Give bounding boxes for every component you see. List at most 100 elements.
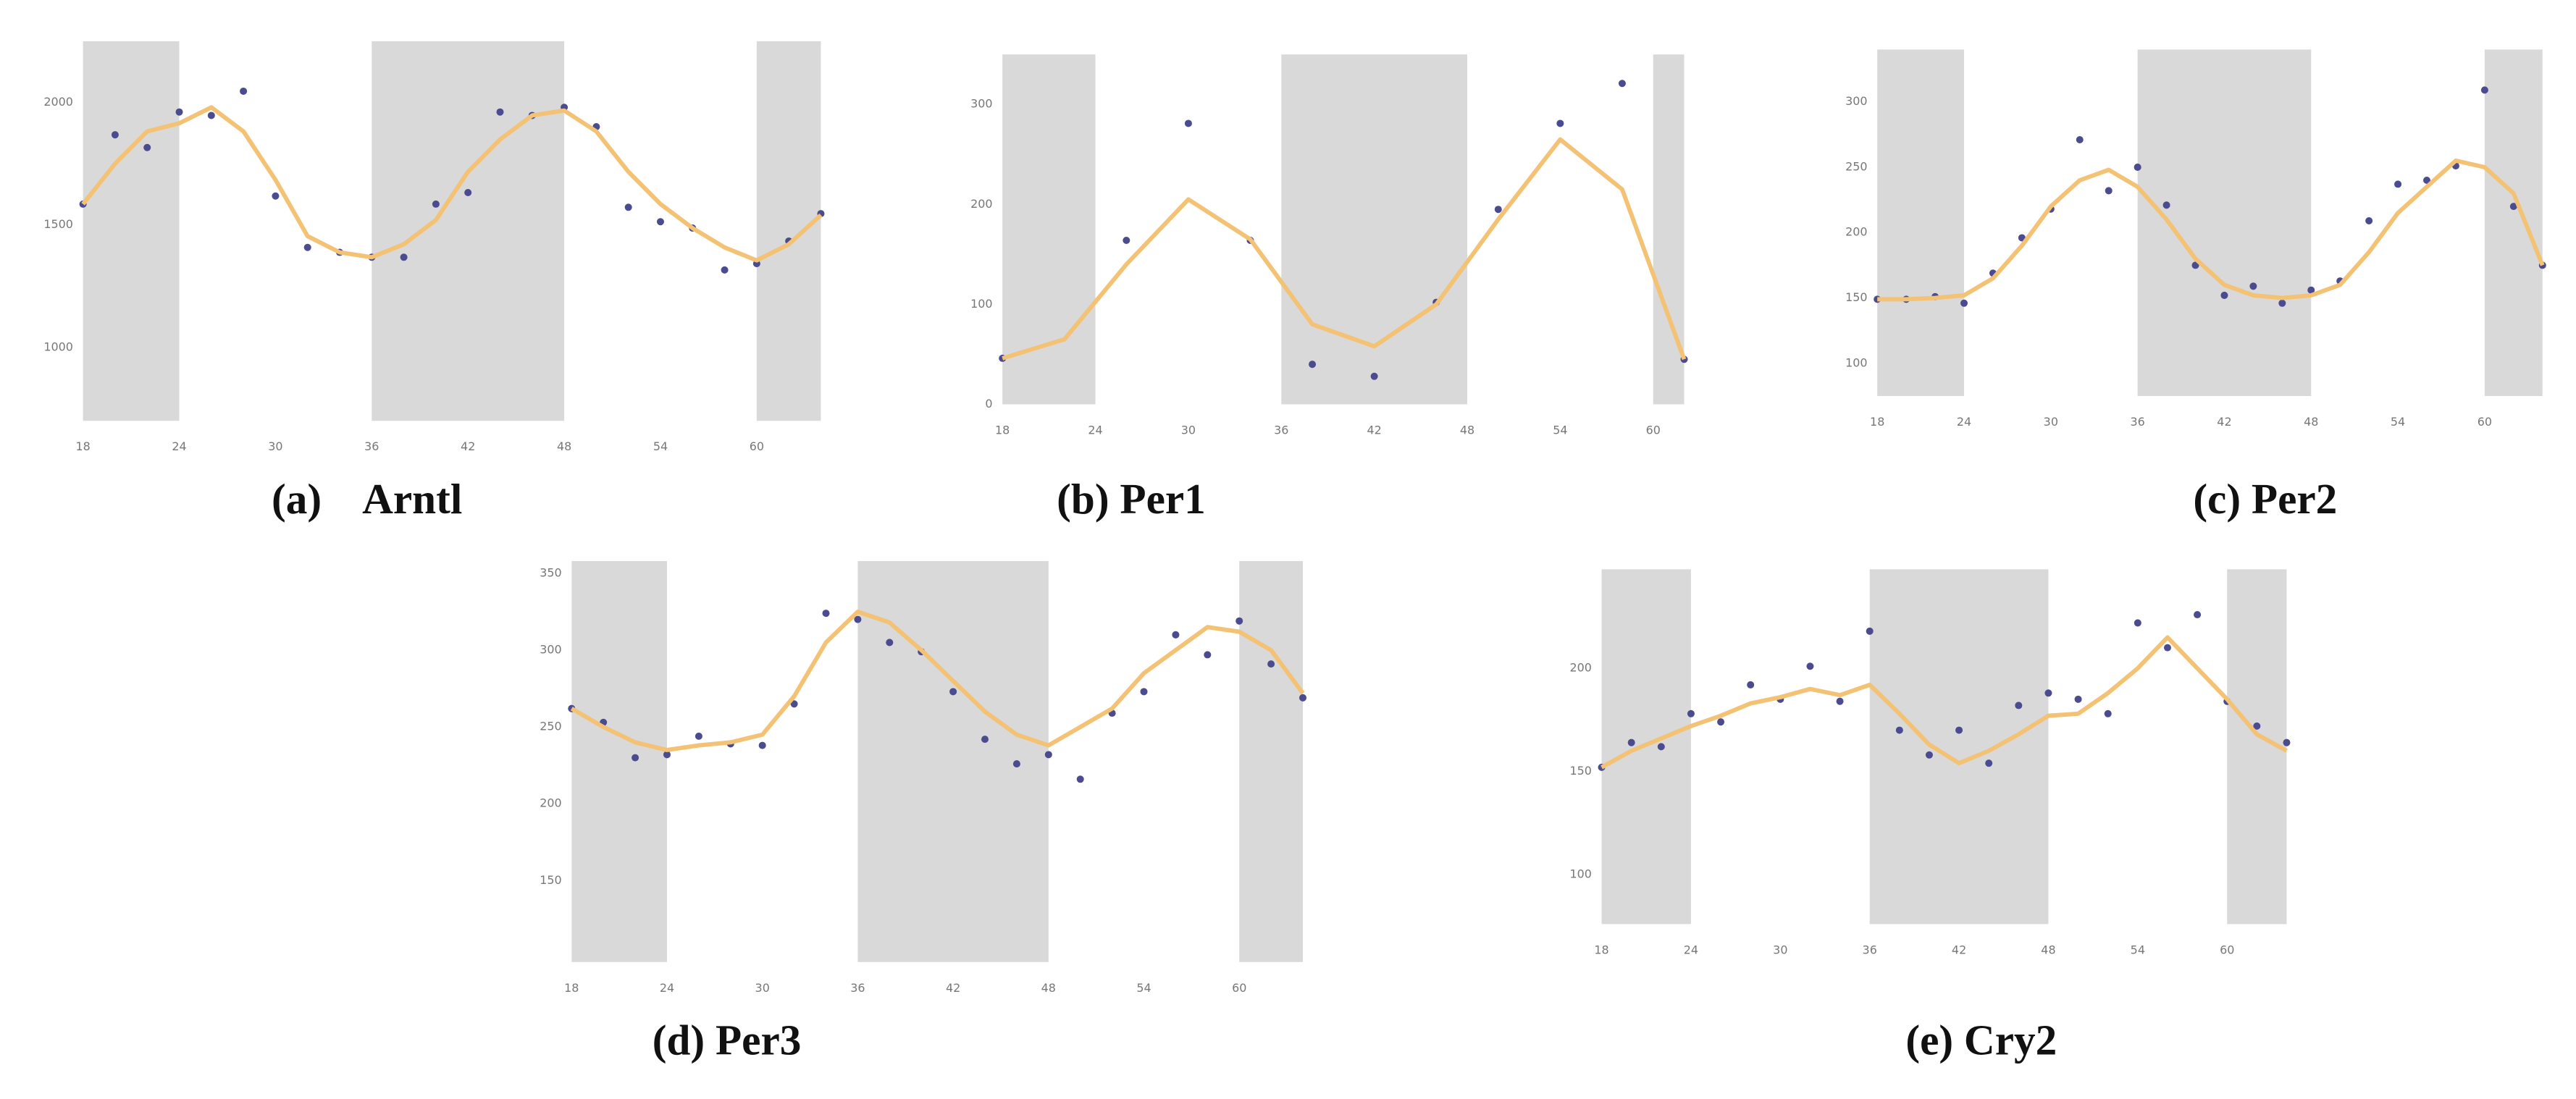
data-point <box>2044 689 2052 697</box>
data-point <box>2283 738 2291 746</box>
x-tick-label: 36 <box>1274 423 1288 437</box>
data-point <box>2220 291 2228 299</box>
dark-period <box>83 41 180 421</box>
data-point <box>1836 697 1844 705</box>
dark-period <box>1281 54 1468 405</box>
data-point <box>2015 702 2023 709</box>
y-tick-label: 200 <box>1845 225 1867 239</box>
x-tick-label: 48 <box>2304 415 2318 429</box>
fit-line <box>570 610 1305 752</box>
y-tick-label: 150 <box>1845 290 1867 304</box>
x-tick-label: 60 <box>750 439 764 453</box>
x-tick-label: 24 <box>172 439 186 453</box>
data-point <box>1184 119 1192 127</box>
data-point <box>1925 751 1933 759</box>
data-point <box>464 188 472 197</box>
data-point <box>695 732 702 740</box>
x-tick-label: 48 <box>1041 981 1056 995</box>
data-point <box>758 741 766 749</box>
data-point <box>949 688 957 696</box>
data-point <box>1985 759 1993 767</box>
data-point <box>2105 187 2113 195</box>
data-point <box>1267 660 1275 668</box>
data-point <box>1747 681 1755 689</box>
fit-line <box>1877 158 2545 302</box>
x-tick-label: 18 <box>1870 415 1884 429</box>
x-tick-label: 60 <box>1232 981 1246 995</box>
x-tick-label: 30 <box>268 439 282 453</box>
data-point <box>2249 282 2257 290</box>
data-point <box>207 111 215 119</box>
y-tick-label: 350 <box>540 565 561 579</box>
data-point <box>632 754 639 762</box>
x-tick-label: 24 <box>1957 415 1971 429</box>
dark-period <box>1877 49 1965 397</box>
data-point <box>2162 201 2170 209</box>
data-point <box>2191 261 2199 269</box>
data-point <box>2076 135 2084 144</box>
y-tick-label: 250 <box>1845 159 1867 173</box>
x-tick-label: 42 <box>2217 415 2231 429</box>
data-point <box>2365 216 2373 225</box>
data-point <box>2194 611 2202 619</box>
data-point <box>1076 775 1084 783</box>
data-point <box>2394 180 2402 188</box>
data-point <box>1955 726 1963 734</box>
data-point <box>1204 651 1212 659</box>
data-point <box>1172 631 1180 639</box>
data-point <box>1140 688 1148 696</box>
data-point <box>143 143 151 151</box>
x-tick-label: 60 <box>1646 423 1661 437</box>
y-tick-label: 250 <box>540 720 561 733</box>
panel-title: (c) Per2 <box>2193 475 2337 523</box>
data-point <box>1044 751 1052 759</box>
y-tick-label: 200 <box>970 197 992 211</box>
data-point <box>721 266 729 274</box>
data-point <box>1012 760 1020 768</box>
data-point <box>1866 627 1874 635</box>
data-point <box>981 736 989 744</box>
data-point <box>2253 722 2261 730</box>
x-tick-label: 54 <box>2131 943 2145 956</box>
data-point <box>1895 726 1903 734</box>
data-point <box>1494 206 1502 214</box>
x-tick-label: 36 <box>1863 943 1877 956</box>
panel-title: (d) Per3 <box>653 1016 802 1064</box>
data-point <box>2480 86 2488 94</box>
x-tick-label: 48 <box>1460 423 1474 437</box>
y-tick-label: 100 <box>970 297 992 311</box>
panel-title: (e) Cry2 <box>1905 1016 2057 1064</box>
data-point <box>1309 361 1317 369</box>
y-tick-label: 150 <box>540 873 561 887</box>
dark-period <box>756 41 821 421</box>
panel-title: (a) Arntl <box>272 475 462 523</box>
x-tick-label: 54 <box>2391 415 2405 429</box>
data-point <box>2134 163 2141 171</box>
y-tick-label: 300 <box>1845 94 1867 108</box>
x-tick-label: 30 <box>755 981 770 995</box>
x-tick-label: 54 <box>1553 423 1567 437</box>
data-point <box>2278 299 2286 307</box>
y-tick-label: 0 <box>985 397 992 410</box>
x-tick-label: 18 <box>995 423 1010 437</box>
data-point <box>432 200 440 208</box>
x-tick-label: 36 <box>850 981 865 995</box>
data-point <box>1370 372 1378 380</box>
x-tick-label: 24 <box>1088 423 1102 437</box>
x-tick-label: 54 <box>1136 981 1151 995</box>
data-point <box>854 615 862 623</box>
x-tick-label: 18 <box>75 439 90 453</box>
x-tick-label: 60 <box>2220 943 2234 956</box>
data-point <box>2074 695 2082 703</box>
data-point <box>1960 299 1968 307</box>
y-tick-label: 150 <box>1569 764 1591 778</box>
data-point <box>790 700 798 708</box>
y-tick-label: 100 <box>1845 355 1867 369</box>
fit-line <box>1600 635 2288 770</box>
x-tick-label: 42 <box>1952 943 1966 956</box>
dark-period <box>1239 560 1304 962</box>
y-tick-label: 1500 <box>43 217 73 231</box>
data-point <box>175 108 183 116</box>
y-tick-label: 1000 <box>43 340 73 353</box>
